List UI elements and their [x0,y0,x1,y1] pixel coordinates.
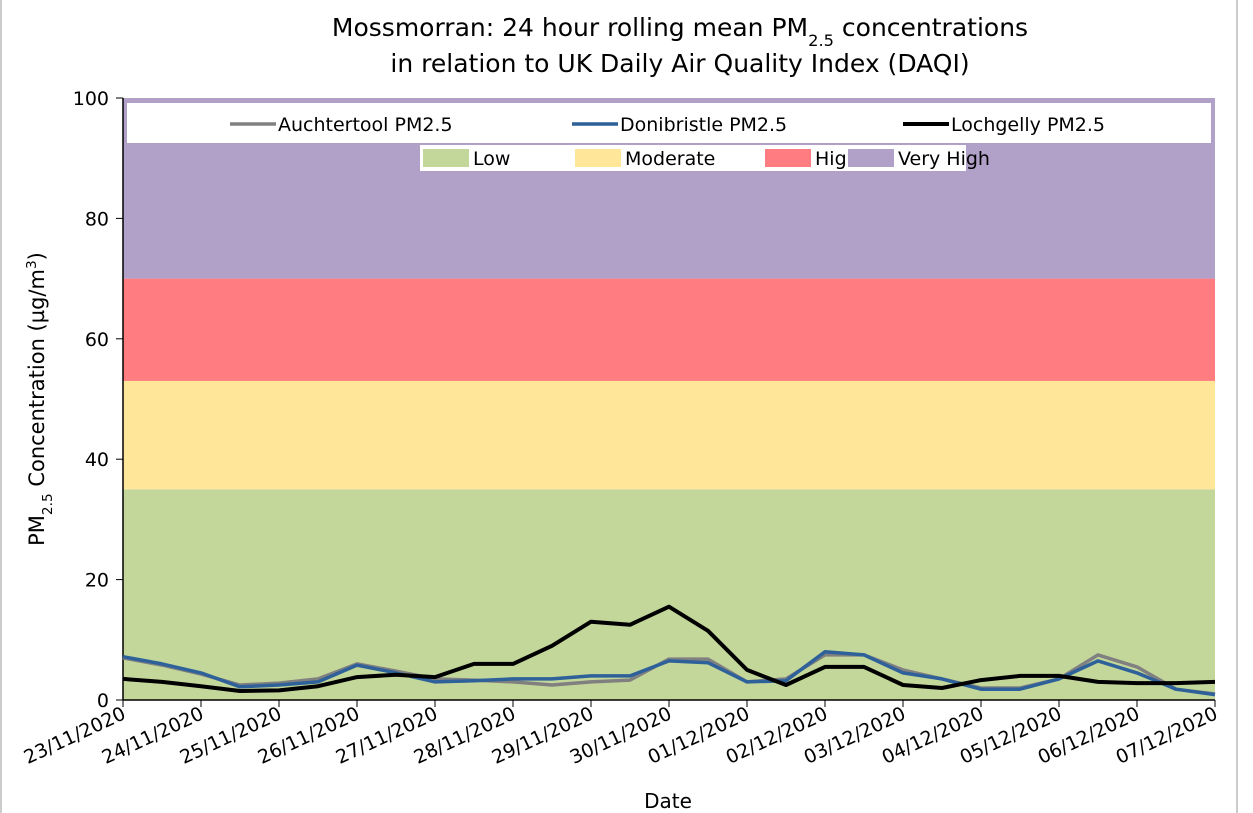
y-tick-label: 0 [97,690,109,712]
text-part: 2.5 [808,31,834,50]
y-tick-label: 60 [85,329,109,351]
y-tick-label: 20 [85,570,109,592]
y-tick-label: 80 [85,208,109,230]
chart-title: Mossmorran: 24 hour rolling mean PM2.5 c… [332,13,1028,50]
legend-swatch [765,149,811,167]
text-part: Concentration (µg/m [25,269,49,493]
legend-label: Donibristle PM2.5 [620,114,787,136]
lines [122,604,1216,697]
text-part: in relation to UK Daily Air Quality Inde… [390,49,969,78]
legend-swatch [575,149,621,167]
text-part: 3 [24,260,40,269]
band [123,380,1215,490]
legend-label: High [815,148,859,170]
y-tick-label: 40 [85,449,109,471]
series-line [122,650,1216,697]
text-part: 2.5 [40,493,56,515]
y-tick-label: 100 [73,88,109,110]
legend-label: Very High [898,148,990,170]
legend: Auchtertool PM2.5 Donibristle PM2.5 Lochge… [127,103,1211,171]
chart-title: in relation to UK Daily Air Quality Inde… [390,49,969,78]
text-part: concentrations [834,13,1028,42]
legend-label: Auchtertool PM2.5 [278,114,453,136]
legend-label: Lochgelly PM2.5 [951,114,1105,136]
bands [123,98,1215,700]
y-axis-label: PM2.5 Concentration (µg/m3) [24,252,56,546]
axes [116,97,1216,707]
text-part: Mossmorran: 24 hour rolling mean PM [332,13,808,42]
legend-box [127,103,1211,143]
band [123,489,1215,700]
legend-label: Moderate [625,148,715,170]
band [123,278,1215,381]
text-part: ) [25,252,49,260]
series-line [122,604,1216,693]
legend-label: Low [473,148,510,170]
text-part: PM [25,515,49,546]
legend-swatch [848,149,894,167]
legend-swatch [423,149,469,167]
x-axis-label: Date [644,789,692,813]
